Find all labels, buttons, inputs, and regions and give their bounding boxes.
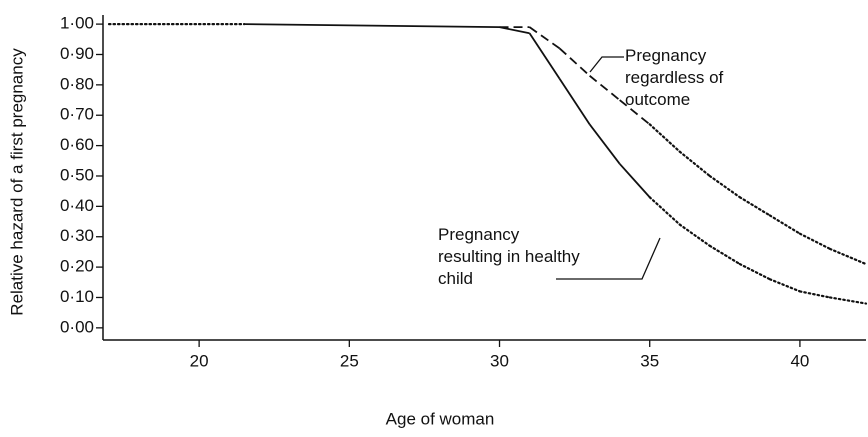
line-segment [798, 290, 832, 299]
x-tick-label: 25 [340, 351, 359, 370]
line-segment [648, 123, 681, 153]
y-tick-label: 0·70 [60, 105, 94, 124]
x-tick-label: 35 [640, 351, 659, 370]
y-tick-label: 0·10 [60, 287, 94, 306]
x-tick-label: 40 [790, 351, 809, 370]
series-annotation: Pregnancy regardless of outcome [625, 46, 724, 109]
line-segment [244, 23, 500, 29]
line-segment [738, 196, 771, 217]
y-tick-label: 1·00 [60, 14, 94, 33]
line-segment [589, 75, 621, 101]
line-segment [558, 78, 591, 125]
y-tick-label: 0·50 [60, 165, 94, 184]
line-segment [528, 32, 561, 80]
y-tick-label: 0·00 [60, 317, 94, 336]
leader-line [556, 237, 661, 280]
y-axis-label: Relative hazard of a first pregnancy [7, 48, 26, 316]
line-segment [588, 123, 621, 165]
line-segment [678, 223, 711, 247]
y-tick-label: 0·30 [60, 226, 94, 245]
y-tick-label: 0·40 [60, 196, 94, 215]
y-tick-label: 0·90 [60, 44, 94, 63]
line-segment [768, 214, 802, 235]
x-tick-label: 30 [490, 351, 509, 370]
line-segment [529, 26, 561, 50]
line-segment [828, 247, 868, 266]
line-segment [619, 163, 651, 198]
y-tick-label: 0·80 [60, 74, 94, 93]
line-segment [768, 278, 802, 293]
leader-line [589, 56, 624, 73]
line-segment [798, 232, 832, 250]
line-segment [738, 262, 771, 281]
line-segment [558, 47, 591, 77]
y-tick-label: 0·20 [60, 257, 94, 276]
x-axis-label: Age of woman [386, 409, 495, 428]
line-segment [708, 244, 741, 266]
line-segment [499, 26, 530, 35]
line-segment [648, 196, 681, 226]
line-segment [678, 150, 711, 178]
line-segment [708, 174, 741, 199]
series-annotation: Pregnancy resulting in healthy child [438, 225, 580, 288]
line-segment [619, 99, 651, 126]
line-segment [828, 296, 868, 305]
x-tick-label: 20 [190, 351, 209, 370]
y-tick-label: 0·60 [60, 135, 94, 154]
